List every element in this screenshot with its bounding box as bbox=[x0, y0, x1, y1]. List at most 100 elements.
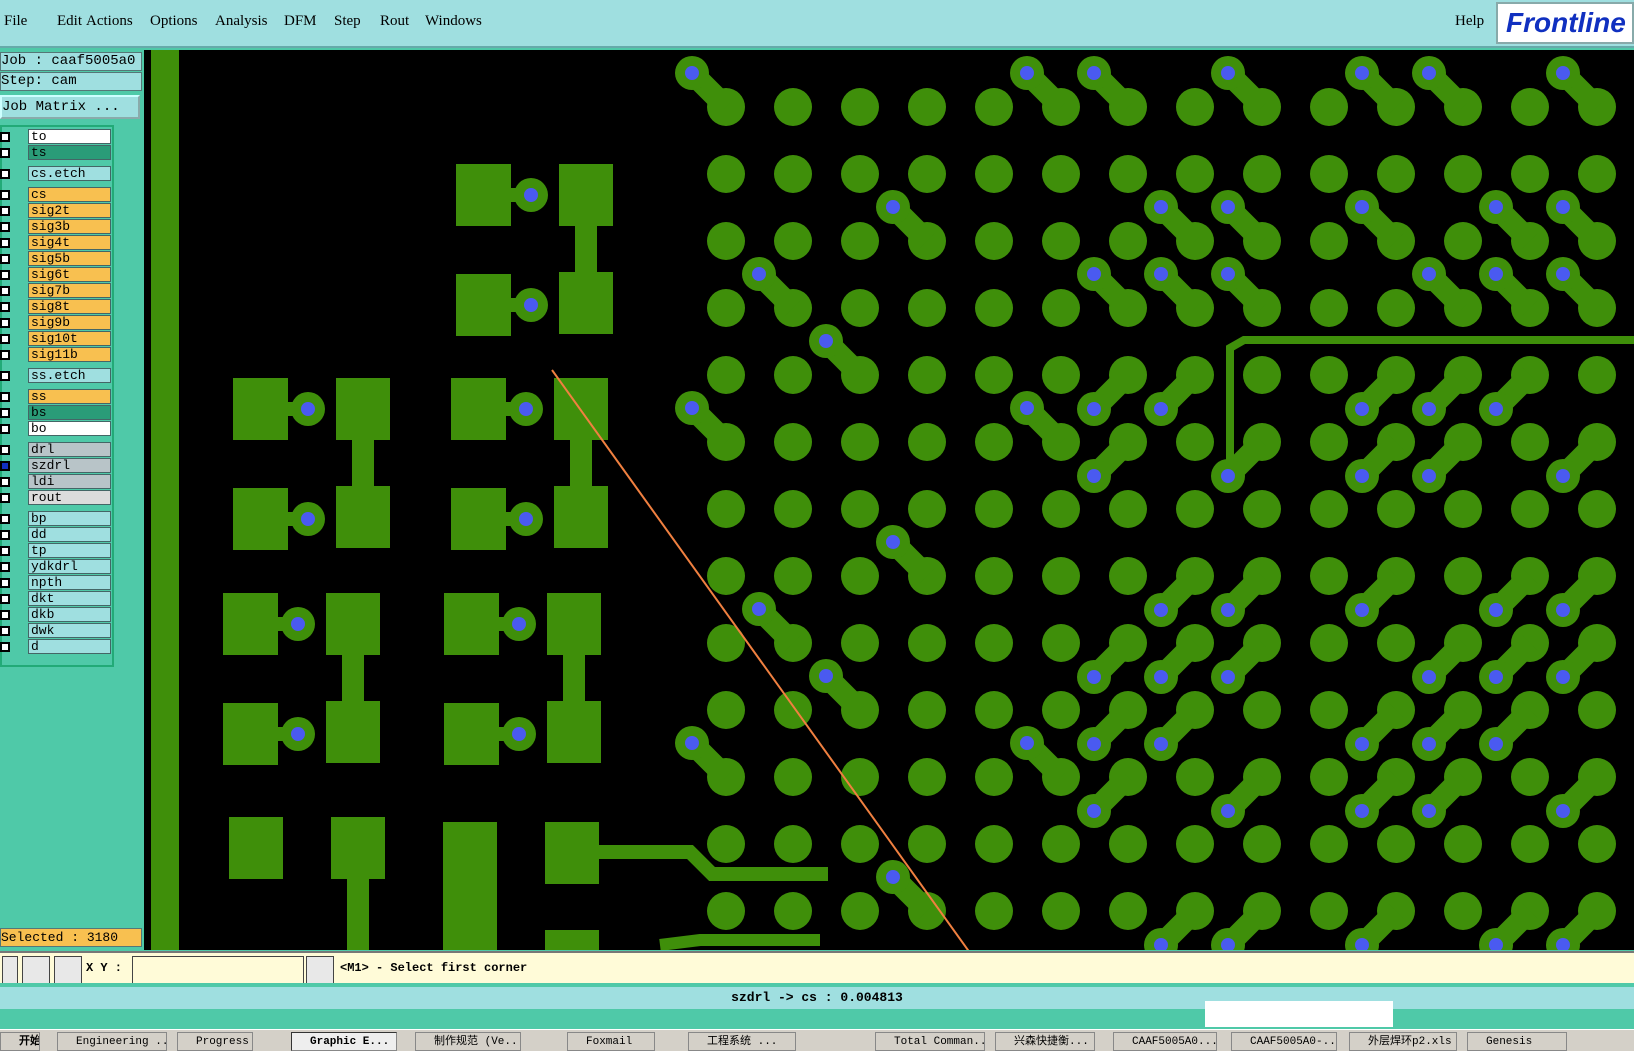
menu-item[interactable]: Windows bbox=[425, 13, 482, 29]
layer-checkbox[interactable] bbox=[0, 334, 10, 344]
task-button[interactable]: 制作规范 (Ve... bbox=[415, 1032, 521, 1051]
layer-name[interactable]: dkt bbox=[28, 591, 111, 606]
menu-item[interactable]: Edit bbox=[57, 13, 82, 29]
job-matrix-button[interactable]: Job Matrix ... bbox=[0, 95, 140, 119]
task-button[interactable]: Total Comman... bbox=[875, 1032, 985, 1051]
layer-name[interactable]: rout bbox=[28, 490, 111, 505]
layer-name[interactable]: cs bbox=[28, 187, 111, 202]
task-button[interactable]: 外层焊环p2.xls bbox=[1349, 1032, 1457, 1051]
task-button[interactable]: 工程系统 ... bbox=[688, 1032, 796, 1051]
menu-item[interactable]: DFM bbox=[284, 13, 317, 29]
info-button[interactable] bbox=[306, 956, 334, 983]
layer-checkbox[interactable] bbox=[0, 169, 10, 179]
layer-checkbox[interactable] bbox=[0, 445, 10, 455]
layer-checkbox[interactable] bbox=[0, 371, 10, 381]
layer-checkbox[interactable] bbox=[0, 132, 10, 142]
layer-name[interactable]: szdrl bbox=[28, 458, 111, 473]
menu-item[interactable]: Step bbox=[334, 13, 361, 29]
layer-checkbox[interactable] bbox=[0, 238, 10, 248]
layer-checkbox[interactable] bbox=[0, 514, 10, 524]
layer-name[interactable]: dkb bbox=[28, 607, 111, 622]
layer-name[interactable]: ldi bbox=[28, 474, 111, 489]
layer-name[interactable]: bp bbox=[28, 511, 111, 526]
layer-checkbox[interactable] bbox=[0, 477, 10, 487]
layer-name[interactable]: sig2t bbox=[28, 203, 111, 218]
menu-help[interactable]: Help bbox=[1455, 13, 1485, 29]
layer-checkbox[interactable] bbox=[0, 530, 10, 540]
via bbox=[819, 334, 833, 348]
layer-name[interactable]: ts bbox=[28, 145, 111, 160]
layer-name[interactable]: ydkdrl bbox=[28, 559, 111, 574]
menu-item[interactable]: File bbox=[4, 13, 28, 29]
command-prompt: <M1> - Select first corner bbox=[340, 961, 528, 975]
task-button[interactable]: Progress bbox=[177, 1032, 253, 1051]
layer-checkbox[interactable] bbox=[0, 286, 10, 296]
layer-checkbox[interactable] bbox=[0, 626, 10, 636]
layer-name[interactable]: dwk bbox=[28, 623, 111, 638]
layer-name[interactable]: npth bbox=[28, 575, 111, 590]
layer-name[interactable]: sig6t bbox=[28, 267, 111, 282]
xy-input[interactable] bbox=[132, 956, 304, 983]
task-button[interactable]: Genesis bbox=[1467, 1032, 1567, 1051]
graphic-canvas[interactable] bbox=[144, 50, 1634, 950]
layer-name[interactable]: to bbox=[28, 129, 111, 144]
menu-item[interactable]: Options bbox=[150, 13, 198, 29]
layer-name[interactable]: ss.etch bbox=[28, 368, 111, 383]
menu-item[interactable]: Analysis bbox=[215, 13, 268, 29]
menu-item[interactable]: Rout bbox=[380, 13, 410, 29]
via bbox=[1087, 804, 1101, 818]
layer-name[interactable]: tp bbox=[28, 543, 111, 558]
layer-name[interactable]: bs bbox=[28, 405, 111, 420]
layer-checkbox[interactable] bbox=[0, 408, 10, 418]
task-button[interactable]: 兴森快捷衡... bbox=[995, 1032, 1095, 1051]
via bbox=[1154, 938, 1168, 950]
layer-checkbox[interactable] bbox=[0, 222, 10, 232]
tool-button[interactable] bbox=[54, 956, 82, 983]
layer-checkbox[interactable] bbox=[0, 350, 10, 360]
tool-button[interactable] bbox=[2, 956, 18, 983]
layer-name[interactable]: bo bbox=[28, 421, 111, 436]
layer-checkbox[interactable] bbox=[0, 493, 10, 503]
pad bbox=[342, 653, 364, 703]
menu-item[interactable]: Actions bbox=[86, 13, 133, 29]
layer-checkbox[interactable] bbox=[0, 190, 10, 200]
layer-checkbox[interactable] bbox=[0, 594, 10, 604]
layer-checkbox[interactable] bbox=[0, 148, 10, 158]
layer-name[interactable]: sig7b bbox=[28, 283, 111, 298]
layer-name[interactable]: sig11b bbox=[28, 347, 111, 362]
tool-button[interactable] bbox=[22, 956, 50, 983]
pad bbox=[707, 356, 745, 394]
task-button[interactable]: Foxmail bbox=[567, 1032, 655, 1051]
layer-name[interactable]: sig9b bbox=[28, 315, 111, 330]
layer-checkbox[interactable] bbox=[0, 562, 10, 572]
layer-name[interactable]: sig10t bbox=[28, 331, 111, 346]
layer-name[interactable]: sig5b bbox=[28, 251, 111, 266]
layer-checkbox[interactable] bbox=[0, 270, 10, 280]
layer-name[interactable]: sig8t bbox=[28, 299, 111, 314]
layer-name[interactable]: d bbox=[28, 639, 111, 654]
layer-checkbox[interactable] bbox=[0, 206, 10, 216]
task-button[interactable]: CAAF5005A0... bbox=[1113, 1032, 1217, 1051]
via bbox=[1087, 737, 1101, 751]
layer-checkbox[interactable] bbox=[0, 610, 10, 620]
layer-name[interactable]: sig4t bbox=[28, 235, 111, 250]
layer-checkbox[interactable] bbox=[0, 254, 10, 264]
layer-checkbox[interactable] bbox=[0, 318, 10, 328]
layer-checkbox[interactable] bbox=[0, 302, 10, 312]
layer-checkbox[interactable] bbox=[0, 642, 10, 652]
task-button[interactable]: Engineering ... bbox=[57, 1032, 167, 1051]
layer-name[interactable]: dd bbox=[28, 527, 111, 542]
layer-name[interactable]: cs.etch bbox=[28, 166, 111, 181]
layer-checkbox[interactable] bbox=[0, 424, 10, 434]
layer-checkbox[interactable] bbox=[0, 392, 10, 402]
layer-name[interactable]: sig3b bbox=[28, 219, 111, 234]
layer-checkbox[interactable] bbox=[0, 461, 10, 471]
layer-name[interactable]: drl bbox=[28, 442, 111, 457]
via bbox=[1087, 66, 1101, 80]
layer-checkbox[interactable] bbox=[0, 578, 10, 588]
layer-name[interactable]: ss bbox=[28, 389, 111, 404]
task-button[interactable]: Graphic E... bbox=[291, 1032, 397, 1051]
task-button[interactable]: CAAF5005A0-... bbox=[1231, 1032, 1337, 1051]
layer-checkbox[interactable] bbox=[0, 546, 10, 556]
start-button[interactable]: 开始 bbox=[0, 1032, 40, 1051]
